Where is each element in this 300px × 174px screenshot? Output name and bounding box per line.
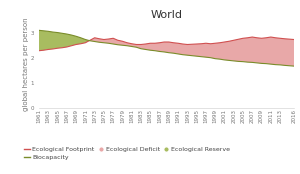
Y-axis label: global hectares per person: global hectares per person <box>23 18 29 111</box>
Legend: Ecological Footprint, Biocapacity, Ecological Deficit, Ecological Reserve: Ecological Footprint, Biocapacity, Ecolo… <box>22 144 233 163</box>
Title: World: World <box>151 10 182 20</box>
